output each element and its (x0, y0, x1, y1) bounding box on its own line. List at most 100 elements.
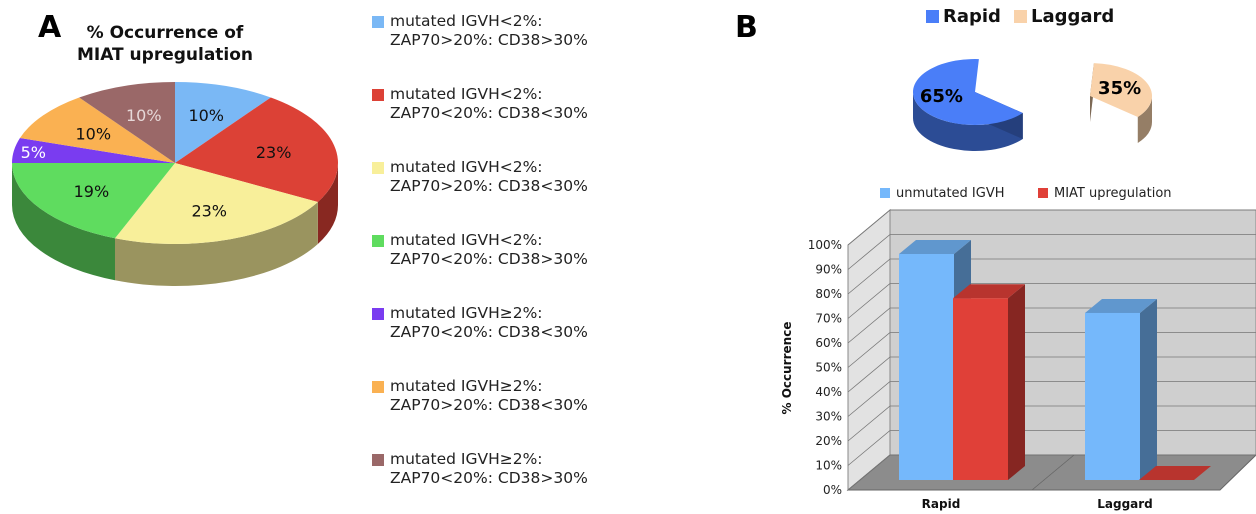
panel-a-letter: A (38, 10, 62, 45)
pie-a-side-3 (114, 202, 318, 286)
y-tick-label-70: 70% (815, 312, 842, 326)
bar-top-unmutated-igvh-rapid (899, 240, 971, 254)
pie-a-title-line-2: MIAT upregulation (76, 45, 254, 65)
bar-top-miat-upregulation-rapid (953, 284, 1025, 299)
legend-label-1: mutated IGVH<2%: ZAP70>20%: CD38>30% (390, 12, 588, 50)
y-tick-label-0: 0% (823, 483, 842, 497)
legend-label-unmutated-igvh: unmutated IGVH (896, 186, 1005, 201)
bar-unmutated-igvh-laggard (1085, 312, 1140, 480)
legend-swatch-7 (372, 454, 384, 466)
legend-label-5-line-2: ZAP70<20%: CD38<30% (390, 323, 588, 341)
legend-label-4-line-2: ZAP70<20%: CD38>30% (390, 250, 588, 268)
pie-a-title: % Occurrence of MIAT upregulation (60, 22, 270, 66)
y-tick-label-100: 100% (808, 238, 842, 252)
pie-b-slice-label-laggard: 35% (1098, 78, 1141, 99)
x-tick-label-rapid: Rapid (922, 497, 961, 511)
bar-miat-upregulation-rapid (953, 298, 1008, 480)
y-tick-label-10: 10% (815, 459, 842, 473)
legend-item-laggard: Laggard (1014, 6, 1114, 27)
legend-label-3: mutated IGVH<2%: ZAP70>20%: CD38<30% (390, 158, 588, 196)
legend-swatch-rapid (926, 10, 939, 23)
legend-item-unmutated-igvh: unmutated IGVH (880, 186, 1005, 201)
pie-a-slice-5 (12, 137, 175, 163)
legend-label-4-line-1: mutated IGVH<2%: (390, 231, 543, 249)
pie-a-side-2 (317, 163, 338, 245)
legend-swatch-4 (372, 235, 384, 247)
legend-swatch-laggard (1014, 10, 1027, 23)
pie-a-slice-7 (79, 82, 175, 163)
pie-a-slice-6 (19, 97, 176, 163)
legend-label-laggard: Laggard (1031, 6, 1115, 27)
pie-a-slice-label-6: 10% (75, 124, 111, 143)
legend-label-7-line-2: ZAP70<20%: CD38>30% (390, 469, 588, 487)
y-tick-label-40: 40% (815, 385, 842, 399)
panel-b-letter: B (735, 10, 758, 45)
legend-swatch-3 (372, 162, 384, 174)
y-tick-label-90: 90% (815, 263, 842, 277)
y-tick-label-20: 20% (815, 434, 842, 448)
legend-swatch-2 (372, 89, 384, 101)
legend-item-miat-upregulation: MIAT upregulation (1038, 186, 1172, 201)
bar-unmutated-igvh-rapid (899, 254, 954, 480)
bar-side-miat-upregulation-rapid (1008, 284, 1025, 480)
pie-a-slice-2 (175, 97, 338, 203)
bar-top-unmutated-igvh-laggard (1085, 298, 1157, 313)
y-tick-label-80: 80% (815, 287, 842, 301)
pie-a-slice-label-2: 23% (256, 143, 292, 162)
legend-label-7-line-1: mutated IGVH≥2%: (390, 450, 543, 468)
y-tick-label-50: 50% (815, 361, 842, 375)
legend-swatch-5 (372, 308, 384, 320)
x-tick-label-laggard: Laggard (1097, 497, 1153, 511)
legend-label-2: mutated IGVH<2%: ZAP70<20%: CD38<30% (390, 85, 588, 123)
pie-b-slice-laggard (1090, 63, 1152, 118)
legend-label-6-line-1: mutated IGVH≥2%: (390, 377, 543, 395)
pie-a-slice-3 (114, 163, 318, 244)
pie-b-slice-label-rapid: 65% (920, 86, 963, 107)
pie-a-title-line-1: % Occurrence of (86, 23, 244, 43)
pie-b-side-rapid-1 (913, 92, 1023, 151)
y-axis-label: % Occurrence (780, 322, 794, 415)
pie-a-slice-label-4: 19% (74, 182, 110, 201)
pie-a-slice-4 (12, 163, 175, 239)
pie-b-group: 65% 35% (913, 58, 1152, 151)
pie-a-slice-label-7: 10% (126, 106, 162, 125)
pie-a-slice-label-1: 10% (188, 106, 224, 125)
bar-top-miat-upregulation-laggard (1139, 466, 1211, 480)
pie-a-group: 10% 23% 23% 19% 5% 10% 10% (12, 82, 338, 286)
category-divider (1031, 454, 1075, 491)
y-gridline-70 (847, 283, 1256, 319)
legend-label-3-line-1: mutated IGVH<2%: (390, 158, 543, 176)
legend-label-6-line-2: ZAP70>20%: CD38<30% (390, 396, 588, 414)
y-gridline-90 (847, 234, 1256, 270)
legend-label-miat-upregulation: MIAT upregulation (1054, 186, 1172, 201)
bar-side-unmutated-igvh-laggard (1140, 298, 1157, 480)
legend-label-1-line-2: ZAP70>20%: CD38>30% (390, 31, 588, 49)
legend-label-5: mutated IGVH≥2%: ZAP70<20%: CD38<30% (390, 304, 588, 342)
bar-chart-group: 0% 10% 20% 30% 40% 50% 60% 70% 80% 90% 100% % Occur… (780, 208, 1256, 511)
legend-swatch-miat-upregulation (1038, 188, 1048, 198)
pie-b-side-laggard-1 (1137, 96, 1152, 144)
legend-swatch-1 (372, 16, 384, 28)
legend-label-2-line-2: ZAP70<20%: CD38<30% (390, 104, 588, 122)
pie-a-slice-label-5: 5% (21, 143, 46, 162)
legend-label-5-line-1: mutated IGVH≥2%: (390, 304, 543, 322)
y-gridline-80 (847, 258, 1256, 295)
pie-a-side-4 (12, 163, 115, 281)
legend-label-1-line-1: mutated IGVH<2%: (390, 12, 543, 30)
legend-label-4: mutated IGVH<2%: ZAP70<20%: CD38>30% (390, 231, 588, 269)
legend-label-6: mutated IGVH≥2%: ZAP70>20%: CD38<30% (390, 377, 588, 415)
legend-label-2-line-1: mutated IGVH<2%: (390, 85, 543, 103)
y-tick-label-60: 60% (815, 336, 842, 350)
y-tick-label-30: 30% (815, 410, 842, 424)
legend-label-3-line-2: ZAP70>20%: CD38<30% (390, 177, 588, 195)
pie-a-slice-label-3: 23% (191, 201, 227, 220)
legend-label-7: mutated IGVH≥2%: ZAP70<20%: CD38>30% (390, 450, 588, 488)
pie-a-slice-1 (175, 82, 271, 163)
legend-swatch-unmutated-igvh (880, 188, 890, 198)
pie-b-slice-rapid (913, 58, 1023, 125)
y-gridline-100 (847, 209, 1256, 246)
legend-item-rapid: Rapid (926, 6, 1001, 27)
legend-label-rapid: Rapid (943, 6, 1001, 27)
legend-swatch-6 (372, 381, 384, 393)
